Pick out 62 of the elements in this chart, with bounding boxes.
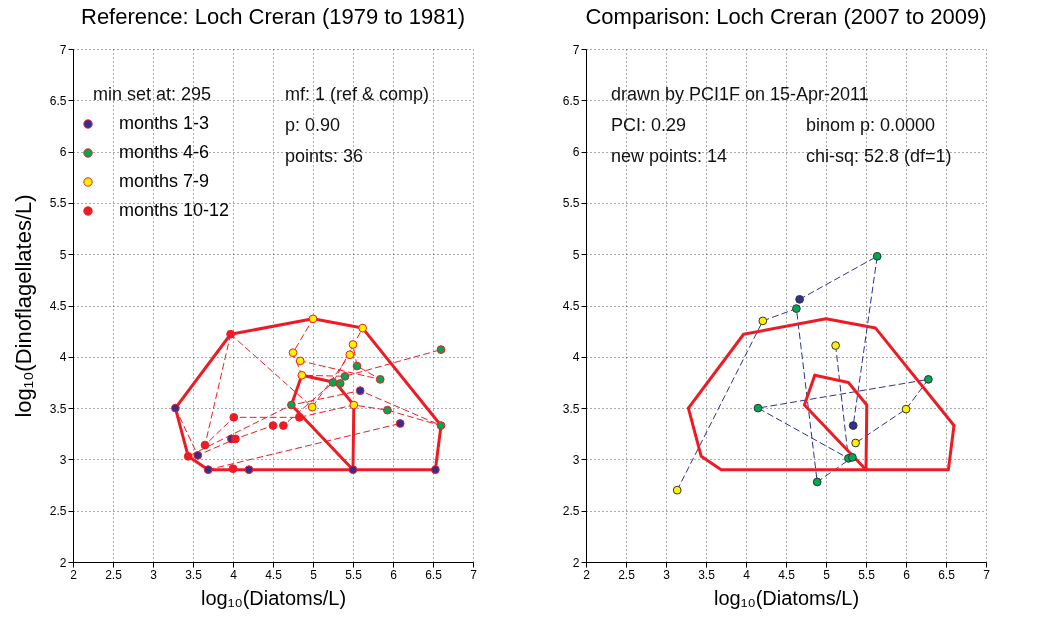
y-axis-title: log₁₀(Dinoflagellates/L) (10, 194, 36, 418)
y-tick-label: 4 (59, 350, 67, 365)
y-tick-label: 2 (572, 555, 580, 570)
y-tick-label: 5.5 (562, 196, 580, 211)
x-tick-label: 7 (983, 567, 991, 582)
x-tick-label: 4.5 (265, 567, 283, 582)
x-tick-label: 5 (823, 567, 831, 582)
x-tick-label: 6 (903, 567, 911, 582)
x-tick-label: 6 (390, 567, 398, 582)
annotation: mf: 1 (ref & comp) (285, 84, 430, 104)
x-tick-label: 5.5 (858, 567, 876, 582)
y-tick-label: 3 (59, 452, 67, 467)
legend-label: months 10-12 (119, 200, 230, 220)
x-tick-label: 6.5 (425, 567, 443, 582)
annotation: chi-sq: 52.8 (df=1) (806, 146, 952, 166)
legend-label: months 7-9 (119, 171, 210, 191)
x-tick-label: 3 (150, 567, 158, 582)
chart-title: Comparison: Loch Creran (2007 to 2009) (585, 4, 987, 29)
x-tick-label: 5.5 (345, 567, 363, 582)
x-tick-label: 4 (230, 567, 238, 582)
y-tick-label: 4.5 (562, 299, 580, 313)
annotation: drawn by PCI1F on 15-Apr-2011 (611, 84, 869, 104)
legend-label: months 1-3 (119, 113, 210, 133)
x-tick-label: 3 (663, 567, 671, 582)
chart-title: Reference: Loch Creran (1979 to 1981) (80, 4, 466, 29)
y-tick-label: 2 (59, 555, 67, 570)
x-axis-title: log₁₀(Diatoms/L) (200, 586, 347, 609)
x-axis-title: log₁₀(Diatoms/L) (713, 586, 860, 609)
y-tick-label: 5 (572, 247, 580, 262)
x-tick-label: 3.5 (698, 567, 716, 582)
y-tick-label: 6.5 (49, 93, 67, 108)
x-tick-label: 6.5 (938, 567, 956, 582)
y-tick-label: 6 (59, 145, 67, 160)
annotation: p: 0.90 (285, 115, 341, 135)
x-tick-label: 5 (310, 567, 318, 582)
annotation: PCI: 0.29 (611, 115, 687, 135)
x-tick-label: 2.5 (105, 567, 123, 582)
x-tick-label: 4.5 (778, 567, 796, 582)
annotation: min set at: 295 (93, 84, 212, 104)
annotation: new points: 14 (611, 146, 728, 166)
legend-label: months 4-6 (119, 142, 210, 162)
y-tick-label: 2.5 (49, 504, 67, 519)
y-tick-label: 5.5 (49, 196, 67, 211)
annotation: binom p: 0.0000 (806, 115, 936, 135)
x-tick-label: 3.5 (185, 567, 203, 582)
y-tick-label: 3.5 (49, 401, 67, 416)
x-tick-label: 2 (583, 567, 591, 582)
x-tick-label: 2.5 (618, 567, 636, 582)
y-tick-label: 6 (572, 145, 580, 160)
y-tick-label: 7 (59, 42, 67, 57)
y-tick-label: 4 (572, 350, 580, 365)
y-tick-label: 4.5 (49, 299, 67, 313)
y-tick-label: 5 (59, 247, 67, 262)
x-tick-label: 2 (70, 567, 78, 582)
y-tick-label: 3.5 (562, 401, 580, 416)
x-tick-label: 4 (743, 567, 751, 582)
annotation: points: 36 (285, 146, 364, 166)
x-tick-label: 7 (470, 567, 478, 582)
y-tick-label: 7 (572, 42, 580, 57)
y-tick-label: 3 (572, 452, 580, 467)
y-tick-label: 6.5 (562, 93, 580, 108)
y-tick-label: 2.5 (562, 504, 580, 519)
